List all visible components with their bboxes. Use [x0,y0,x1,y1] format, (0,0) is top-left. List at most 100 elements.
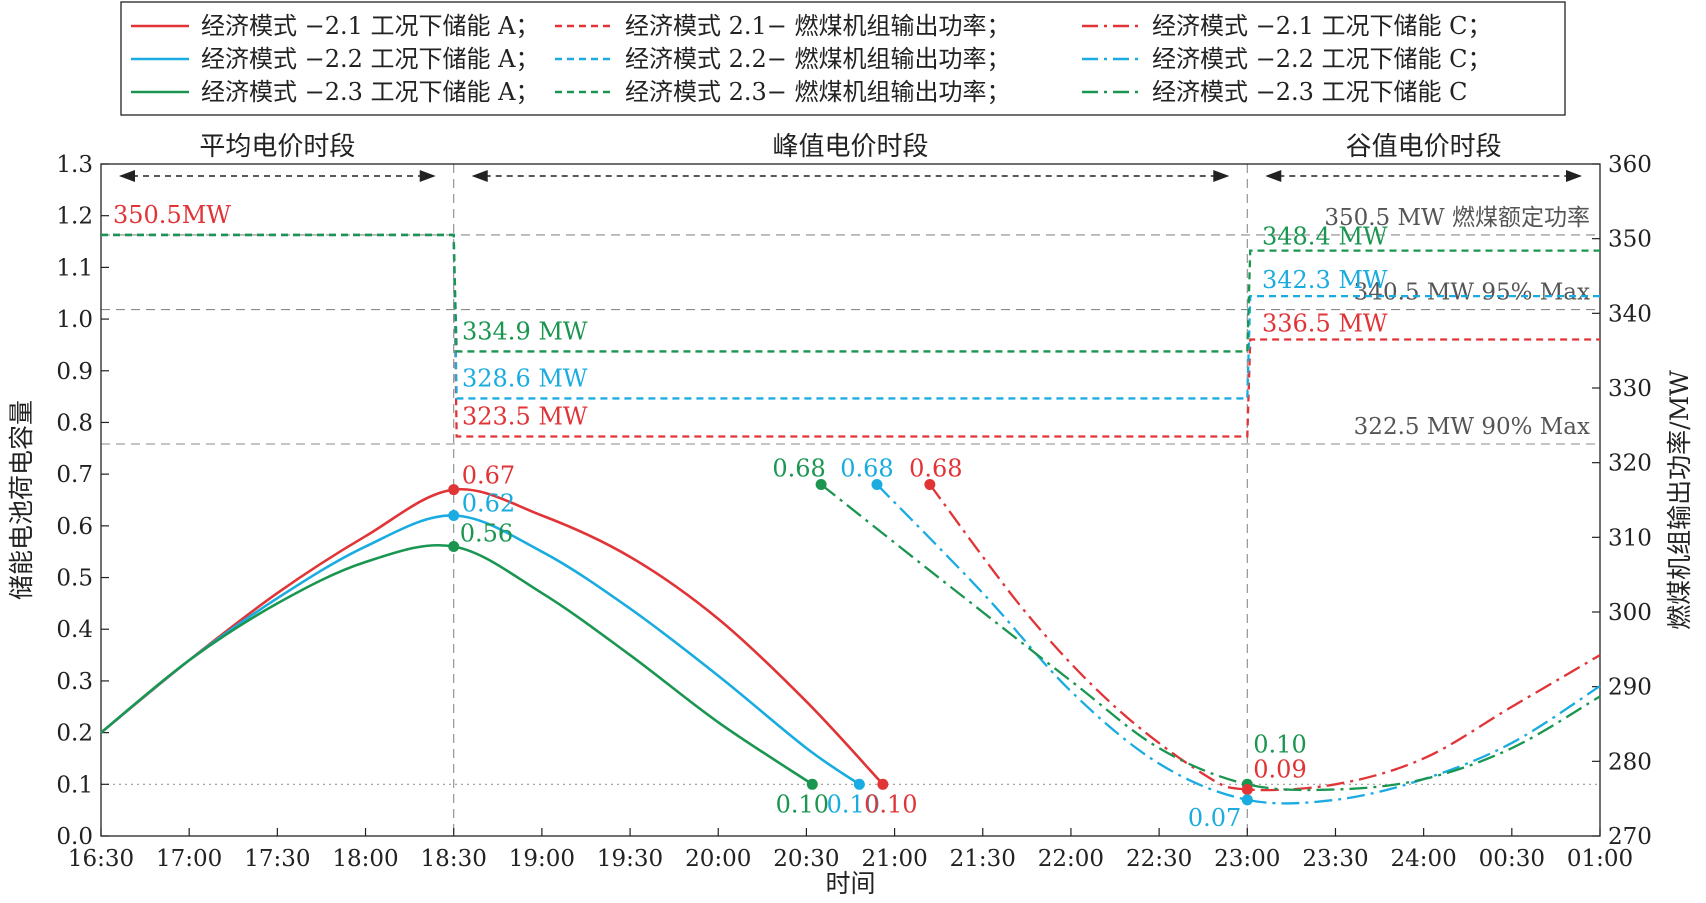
data-point [806,778,818,790]
y-left-tick-label: 0.3 [56,669,93,695]
series-line [876,483,1601,805]
power-label: 350.5MW [113,201,231,229]
data-point [924,478,936,490]
arrow-head-left [1265,170,1282,182]
y-left-tick-label: 0.8 [56,410,93,436]
x-tick-label: 18:30 [421,846,487,872]
data-point [871,478,883,490]
x-tick-label: 00:30 [1479,846,1545,872]
point-label: 0.07 [1188,804,1241,832]
data-point [877,778,889,790]
legend-label: 经济模式 2.3− 燃煤机组输出功率； [625,78,1011,106]
annotations: 0.670.620.560.100.100.100.68 0.68 0.680.10… [113,201,1388,832]
y-right-tick-label: 270 [1608,824,1652,850]
y-left-tick-label: 0.6 [56,514,93,540]
y-right-tick-label: 350 [1608,227,1652,253]
point-label: 0.68 [909,454,962,482]
plot-frame [100,163,1601,837]
arrow-head-left [471,170,488,182]
y-right-tick-label: 280 [1608,749,1652,775]
series-line [100,487,884,786]
y-right-tick-label: 360 [1608,152,1652,178]
arrow-head-left [119,170,135,182]
x-tick-label: 23:00 [1214,846,1280,872]
y-left-axis-title: 储能电池荷电容量 [7,400,36,600]
legend-label: 经济模式 2.1− 燃煤机组输出功率； [625,12,1011,40]
point-label: 0.10 [1253,730,1306,758]
legend-label: 经济模式 2.2− 燃煤机组输出功率； [625,45,1011,73]
y-right-tick-label: 330 [1608,376,1652,402]
power-label: 336.5 MW [1262,309,1388,337]
price-periods: 平均电价时段 峰值电价时段 谷值电价时段 [119,132,1582,182]
arrow-head-right [1213,170,1230,182]
point-label: 0.68 [772,454,825,482]
x-tick-label: 20:00 [685,846,751,872]
x-tick-label: 20:30 [773,846,839,872]
y-right-tick-label: 320 [1608,451,1652,477]
power-label: 334.9 MW [462,317,588,345]
point-label: 0.09 [1253,755,1306,783]
point-label: 0.68 [840,454,893,482]
y-left-tick-label: 1.0 [56,307,93,333]
y-right-axis-title: 燃煤机组输出功率/MW [1665,370,1694,630]
x-tick-label: 19:30 [597,846,663,872]
period-label: 平均电价时段 [199,132,355,162]
point-label: 0.10 [827,790,880,818]
legend-label: 经济模式 −2.3 工况下储能 A； [201,78,540,106]
legend-label: 经济模式 −2.3 工况下储能 C [1152,78,1468,106]
x-tick-label: 24:00 [1390,846,1456,872]
x-tick-label: 22:00 [1038,846,1104,872]
x-tick-label: 23:30 [1302,846,1368,872]
y-right-tick-label: 310 [1608,525,1652,551]
axes: 0.0 0.1 0.2 0.3 0.4 0.5 0.6 0.7 0.8 0.9 1.0 1.1 1.2 1… [7,152,1694,898]
data-point [448,484,460,496]
x-tick-label: 19:00 [509,846,575,872]
y-left-tick-label: 0.2 [56,721,93,747]
data-point [448,510,460,522]
data-point [448,541,460,553]
power-label: 323.5 MW [462,403,588,431]
y-right-tick-label: 300 [1608,600,1652,626]
reference-lines: 350.5 MW 燃煤额定功率 340.5 MW 95% Max 322.5 MW … [101,164,1600,836]
point-label: 0.10 [776,790,829,818]
arrow-head-right [419,170,436,182]
arrow-head-right [1566,170,1582,182]
series-group [100,233,1601,805]
point-label: 0.10 [864,790,917,818]
legend-label: 经济模式 −2.1 工况下储能 A； [201,12,540,40]
x-tick-label: 16:30 [68,846,134,872]
x-tick-label: 22:30 [1126,846,1192,872]
period-label: 谷值电价时段 [1346,132,1502,162]
series-line [928,483,1601,792]
y-left-tick-label: 0.0 [56,824,93,850]
x-tick-label: 18:00 [332,846,398,872]
data-point [1241,794,1253,806]
reference-label: 350.5 MW 燃煤额定功率 [1324,205,1590,231]
data-point [1241,783,1253,795]
y-left-tick-label: 0.5 [56,566,93,592]
point-label: 0.62 [462,490,515,518]
y-left-tick-label: 0.4 [56,617,93,643]
legend-label: 经济模式 −2.2 工况下储能 A； [201,45,540,73]
period-label: 峰值电价时段 [772,132,928,162]
power-label: 342.3 MW [1262,266,1388,294]
data-point [815,478,827,490]
legend-box [120,1,1566,116]
y-left-tick-label: 0.9 [56,359,93,385]
x-tick-label: 01:00 [1567,846,1633,872]
power-label: 328.6 MW [462,364,588,392]
point-label: 0.56 [460,520,513,548]
data-point [853,778,865,790]
series-line [820,483,1601,792]
y-left-tick-label: 0.7 [56,462,93,488]
series-line [100,514,861,786]
y-left-tick-label: 0.1 [56,772,93,798]
y-left-tick-label: 1.3 [56,152,93,178]
y-left-tick-label: 1.2 [56,204,93,230]
reference-label: 322.5 MW 90% Max [1354,414,1590,440]
legend-label: 经济模式 −2.2 工况下储能 C； [1152,45,1492,73]
series-line [101,233,1600,353]
x-tick-label: 17:00 [156,846,222,872]
point-label: 0.67 [462,462,515,490]
